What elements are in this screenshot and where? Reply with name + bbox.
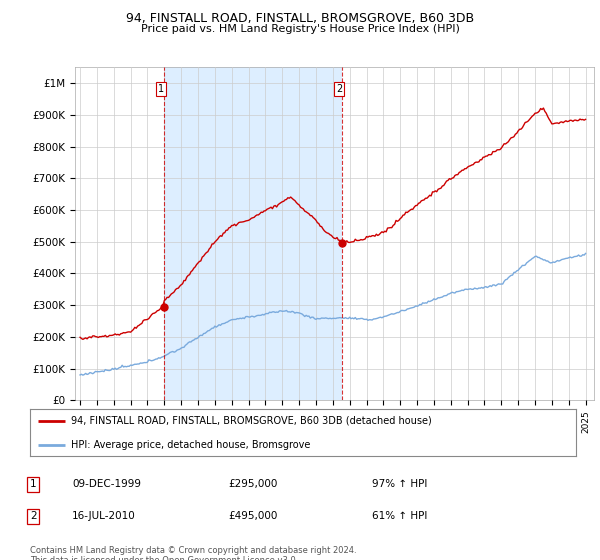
Text: 2: 2	[336, 84, 343, 94]
Bar	[164, 67, 342, 400]
Text: 97% ↑ HPI: 97% ↑ HPI	[372, 479, 427, 489]
Text: £495,000: £495,000	[228, 511, 277, 521]
Text: 61% ↑ HPI: 61% ↑ HPI	[372, 511, 427, 521]
Text: £295,000: £295,000	[228, 479, 277, 489]
Text: 09-DEC-1999: 09-DEC-1999	[72, 479, 141, 489]
Text: 16-JUL-2010: 16-JUL-2010	[72, 511, 136, 521]
Text: 2: 2	[30, 511, 37, 521]
Text: HPI: Average price, detached house, Bromsgrove: HPI: Average price, detached house, Brom…	[71, 440, 310, 450]
Text: Contains HM Land Registry data © Crown copyright and database right 2024.
This d: Contains HM Land Registry data © Crown c…	[30, 546, 356, 560]
Text: 1: 1	[30, 479, 37, 489]
Text: 1: 1	[158, 84, 164, 94]
Text: Price paid vs. HM Land Registry's House Price Index (HPI): Price paid vs. HM Land Registry's House …	[140, 24, 460, 34]
Text: 94, FINSTALL ROAD, FINSTALL, BROMSGROVE, B60 3DB (detached house): 94, FINSTALL ROAD, FINSTALL, BROMSGROVE,…	[71, 416, 432, 426]
Text: 94, FINSTALL ROAD, FINSTALL, BROMSGROVE, B60 3DB: 94, FINSTALL ROAD, FINSTALL, BROMSGROVE,…	[126, 12, 474, 25]
